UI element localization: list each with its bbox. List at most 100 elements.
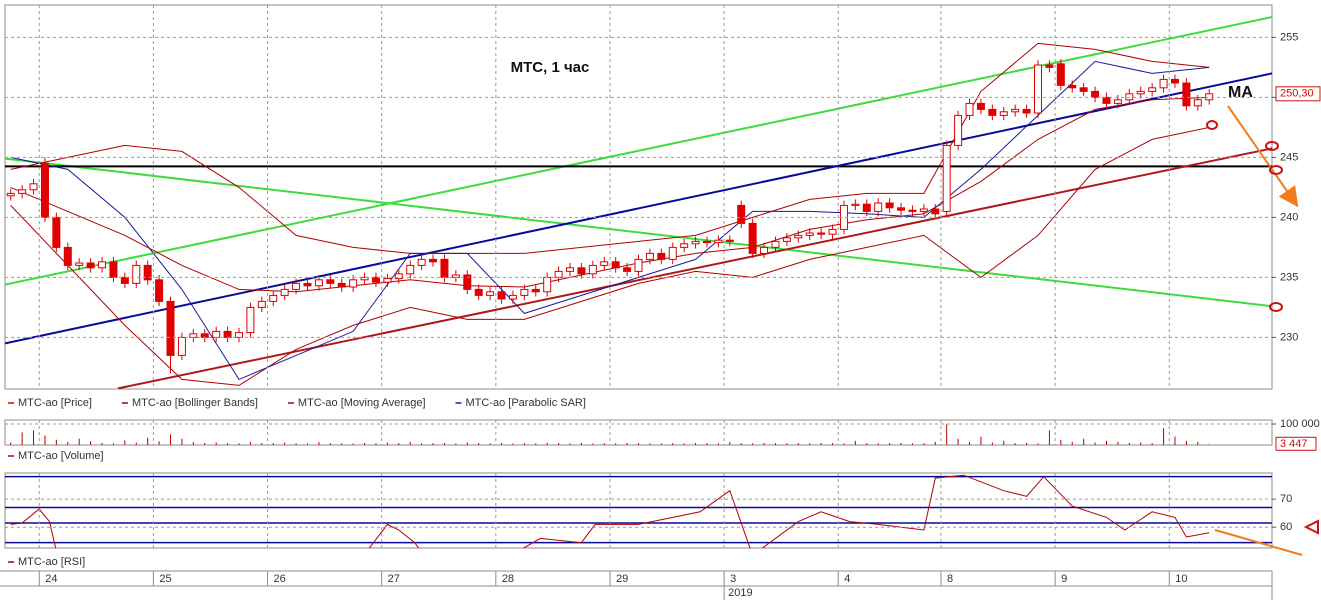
y-tick-label: 235 (1280, 271, 1298, 283)
rsi-pane (4, 472, 1273, 549)
candle-body (52, 216, 61, 248)
candle-body (326, 279, 335, 284)
x-tick-label: 26 (274, 573, 286, 585)
candle-body (1045, 64, 1054, 68)
candle-body (1125, 93, 1134, 101)
candle-body (1034, 64, 1043, 114)
trendline (5, 157, 1272, 308)
candle-body (508, 294, 517, 300)
candle-body (1113, 99, 1122, 104)
candle-body (554, 270, 563, 278)
candle-body (234, 332, 243, 338)
candle-body (98, 261, 107, 269)
candle-body (292, 282, 301, 290)
candle-body (303, 282, 312, 287)
candle-body (714, 239, 723, 244)
last-price-box (1275, 86, 1321, 102)
candle-body (269, 294, 278, 302)
candle-body (965, 102, 974, 116)
candle-body (337, 282, 346, 288)
candle-body (988, 108, 997, 116)
candle-body (760, 246, 769, 254)
candle-body (1136, 90, 1145, 95)
candle-body (280, 288, 289, 296)
candle-body (212, 330, 221, 338)
candle-body (919, 208, 928, 212)
rsi-plot (5, 474, 1272, 548)
candle-body (166, 300, 175, 356)
candle-body (942, 144, 951, 212)
candle-body (29, 183, 38, 191)
candle-body (691, 240, 700, 245)
candle-body (440, 258, 449, 278)
marker-circle (1269, 302, 1283, 312)
candle-body (1011, 108, 1020, 113)
candle-body (360, 276, 369, 281)
arrow (1227, 105, 1299, 208)
candle-body (486, 291, 495, 296)
candle-body (109, 261, 118, 278)
candle-body (18, 189, 27, 194)
candle-body (86, 262, 95, 269)
candle-body (782, 237, 791, 242)
candle-body (623, 267, 632, 272)
year-label: 2019 (728, 587, 752, 599)
candle-body (645, 252, 654, 260)
last-price-label: 250,30 (1280, 88, 1314, 100)
x-tick-label: 29 (616, 573, 628, 585)
candle-body (246, 306, 255, 334)
candle-body (680, 243, 689, 248)
x-tick-label: 3 (730, 573, 736, 585)
candle-body (771, 240, 780, 248)
candle-body (805, 232, 814, 236)
candle-body (794, 234, 803, 239)
candle-body (463, 274, 472, 290)
candle-body (1148, 87, 1157, 92)
x-tick-label: 24 (45, 573, 57, 585)
candle-body (200, 333, 209, 338)
y-tick-label: 100 000 (1280, 418, 1320, 430)
candle-body (634, 258, 643, 272)
arrow (1214, 529, 1303, 556)
rsi-line (10, 474, 1210, 548)
candle-body (817, 232, 826, 235)
legend-label: MTC-ao [Parabolic SAR] (466, 397, 586, 409)
marker-circle (1265, 141, 1279, 151)
candle-body (737, 204, 746, 224)
candle-body (75, 262, 84, 266)
candle-body (577, 267, 586, 275)
legend-label: MTC-ao [Moving Average] (298, 397, 426, 409)
price-pane (4, 4, 1273, 390)
candle-body (1182, 82, 1191, 107)
candle-body (828, 228, 837, 235)
candle-body (1205, 93, 1214, 101)
candle-body (120, 276, 129, 284)
candle-body (371, 276, 380, 283)
candle-body (429, 258, 438, 263)
candle-body (862, 203, 871, 212)
candle-body (417, 258, 426, 266)
candle-body (702, 240, 711, 244)
candle-body (1091, 90, 1100, 98)
axes: 2425262728293201948910230235240245250255… (5, 5, 1321, 600)
candle-body (155, 279, 164, 302)
marker-circle (1269, 165, 1283, 175)
legend-label: MTC-ao [Volume] (18, 450, 104, 462)
candle-body (1159, 78, 1168, 89)
candle-body (1022, 108, 1031, 114)
candle-body (1170, 78, 1179, 84)
x-tick-label: 27 (388, 573, 400, 585)
candle-body (600, 261, 609, 266)
y-tick-label: 255 (1280, 31, 1298, 43)
candle-body (143, 264, 152, 281)
candle-body (1193, 99, 1202, 107)
y-tick-label: 70 (1280, 493, 1292, 505)
legend-label: MTC-ao [Bollinger Bands] (132, 397, 258, 409)
y-tick-label: 60 (1280, 521, 1292, 533)
x-tick-label: 10 (1175, 573, 1187, 585)
y-tick-label: 240 (1280, 211, 1298, 223)
candle-body (63, 246, 72, 266)
indicator-line (10, 42, 1210, 254)
candle-body (657, 252, 666, 260)
